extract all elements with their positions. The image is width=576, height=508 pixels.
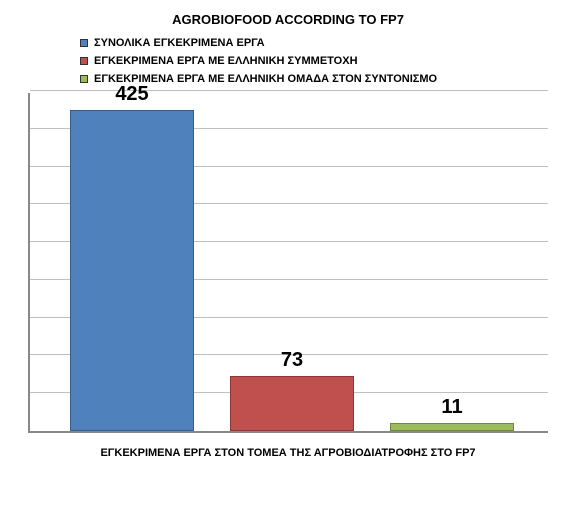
bar-wrap: 11 — [390, 393, 514, 431]
x-axis-label: ΕΓΚΕΚΡΙΜΕΝΑ ΕΡΓΑ ΣΤΟΝ ΤΟΜΕΑ ΤΗΣ ΑΓΡΟΒΙΟΔ… — [20, 447, 556, 459]
chart-title: AGROBIOFOOD ACCORDING TO FP7 — [20, 12, 556, 27]
plot-area: 425 73 11 — [28, 93, 548, 433]
bar-wrap: 73 — [230, 346, 354, 431]
chart-container: AGROBIOFOOD ACCORDING TO FP7 ΣΥΝΟΛΙΚΑ ΕΓ… — [0, 0, 576, 508]
legend-marker — [80, 39, 88, 47]
legend-item: ΕΓΚΕΚΡΙΜΕΝΑ ΕΡΓΑ ΜΕ ΕΛΛΗΝΙΚΗ ΣΥΜΜΕΤΟΧΗ — [80, 55, 556, 67]
bar-value-label: 425 — [70, 83, 194, 106]
bar — [70, 110, 194, 431]
legend-marker — [80, 57, 88, 65]
bar-value-label: 73 — [230, 349, 354, 372]
legend-label: ΣΥΝΟΛΙΚΑ ΕΓΚΕΚΡΙΜΕΝΑ ΕΡΓΑ — [94, 37, 265, 49]
bar — [390, 423, 514, 431]
legend: ΣΥΝΟΛΙΚΑ ΕΓΚΕΚΡΙΜΕΝΑ ΕΡΓΑ ΕΓΚΕΚΡΙΜΕΝΑ ΕΡ… — [20, 37, 556, 85]
legend-label: ΕΓΚΕΚΡΙΜΕΝΑ ΕΡΓΑ ΜΕ ΕΛΛΗΝΙΚΗ ΣΥΜΜΕΤΟΧΗ — [94, 55, 358, 67]
legend-item: ΣΥΝΟΛΙΚΑ ΕΓΚΕΚΡΙΜΕΝΑ ΕΡΓΑ — [80, 37, 556, 49]
bar — [230, 376, 354, 431]
bar-value-label: 11 — [390, 396, 514, 419]
bar-wrap: 425 — [70, 80, 194, 431]
